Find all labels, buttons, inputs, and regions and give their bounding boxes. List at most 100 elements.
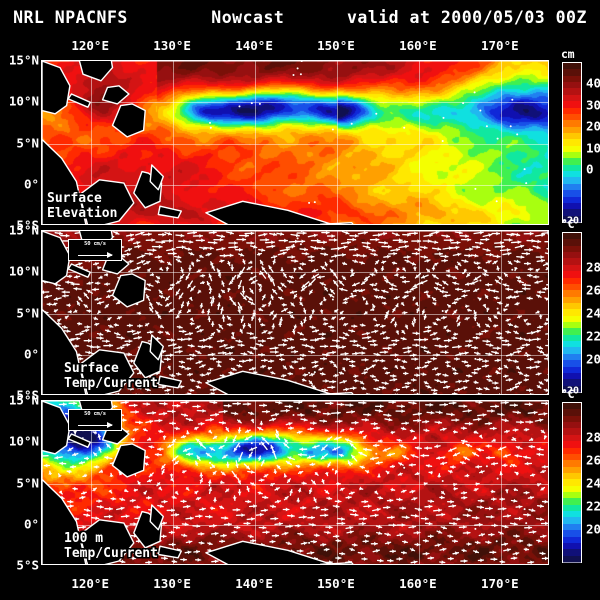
arrow-head-icon [217, 269, 221, 273]
arrow-head-icon [250, 316, 255, 321]
arrow-head-icon [493, 261, 498, 265]
current-arrow [188, 251, 195, 256]
current-arrow [136, 385, 142, 390]
arrow-head-icon [498, 331, 502, 336]
island-mariana-is [296, 407, 299, 410]
arrow-head-icon [75, 344, 79, 349]
island-caroline-is [375, 282, 378, 285]
current-arrow [521, 343, 530, 347]
current-arrow [195, 350, 202, 355]
arrow-head-icon [517, 315, 522, 319]
arrow-head-icon [210, 392, 215, 394]
island-admiralty [308, 201, 311, 204]
arrow-head-icon [92, 287, 96, 292]
arrow-head-icon [539, 325, 543, 330]
current-arrow [175, 258, 182, 263]
current-arrow [267, 273, 272, 283]
current-arrow [296, 239, 306, 244]
arrow-head-icon [240, 343, 244, 348]
current-arrow [166, 261, 172, 266]
arrow-head-icon [247, 323, 251, 328]
arrow-head-icon [516, 393, 517, 394]
arrow-head-icon [392, 307, 396, 312]
arrow-head-icon [423, 245, 428, 250]
current-arrow [408, 401, 417, 405]
colorbar-100m-temp: °C 28 26 24 22 20 [561, 387, 600, 563]
arrow-head-icon [190, 356, 194, 361]
arrow-head-icon [545, 388, 548, 392]
arrow-head-icon [202, 408, 206, 413]
current-arrow [351, 324, 358, 329]
arrow-head-icon [342, 276, 346, 280]
arrow-head-icon [371, 248, 376, 252]
lon-tick-label: 130°E [153, 38, 191, 53]
current-arrow [213, 237, 224, 242]
graticule-panel-0 [42, 61, 548, 224]
current-arrow [503, 238, 513, 242]
arrow-head-icon [370, 307, 375, 311]
arrow-head-icon [250, 231, 254, 236]
current-arrow [145, 238, 156, 242]
arrow-head-icon [289, 337, 294, 341]
arrow-head-icon [249, 331, 254, 336]
landmass-mindanao [111, 273, 146, 308]
current-arrow [309, 373, 315, 377]
arrow-head-icon [314, 246, 318, 250]
current-arrow [180, 266, 184, 274]
current-arrow [426, 293, 431, 299]
arrow-head-icon [535, 280, 539, 284]
lat-tick-label: 0° [23, 176, 39, 192]
current-arrow [341, 275, 347, 281]
arrow-head-icon [207, 316, 212, 320]
latitude-axis-panel-0: 15°N 10°N 5°N 0° 5°S [0, 53, 39, 233]
arrow-head-icon [293, 267, 297, 272]
arrow-head-icon [538, 345, 543, 350]
arrow-head-icon [547, 356, 548, 361]
arrow-head-icon [127, 248, 132, 252]
arrow-head-icon [429, 233, 433, 238]
current-arrow [401, 267, 407, 272]
arrow-head-icon [316, 238, 320, 243]
arrow-head-icon [536, 245, 540, 250]
arrow-head-icon [504, 374, 508, 379]
arrow-head-icon [210, 321, 215, 325]
landmass-borneo [79, 179, 135, 224]
arrow-head-icon [71, 282, 75, 286]
current-arrow [277, 285, 284, 292]
current-arrow [373, 295, 380, 299]
current-arrow [46, 302, 53, 307]
arrow-head-icon [407, 349, 412, 354]
arrow-head-icon [520, 244, 524, 249]
arrow-head-icon [201, 344, 205, 349]
arrow-head-icon [190, 388, 194, 393]
arrow-head-icon [474, 276, 478, 281]
current-arrow [189, 317, 194, 322]
arrow-head-icon [343, 300, 347, 305]
arrow-head-icon [303, 337, 307, 342]
current-arrow [211, 264, 216, 271]
arrow-head-icon [94, 262, 99, 266]
current-arrow [421, 364, 429, 369]
current-arrow [217, 293, 222, 299]
current-arrow [143, 377, 151, 382]
lon-tick-label: 140°E [235, 576, 273, 591]
current-arrow [184, 240, 194, 244]
current-arrow [448, 245, 460, 250]
current-arrow [524, 247, 534, 252]
current-arrow [485, 374, 492, 379]
current-arrow [280, 374, 287, 378]
arrow-head-icon [382, 331, 386, 335]
current-arrow [534, 280, 544, 284]
arrow-head-icon [491, 289, 496, 293]
current-arrow [320, 252, 329, 257]
arrow-head-icon [497, 358, 501, 363]
current-arrow [301, 281, 310, 289]
arrow-head-icon [237, 284, 242, 289]
arrow-head-icon [479, 241, 483, 246]
current-arrow [239, 328, 243, 334]
arrow-head-icon [301, 239, 305, 244]
current-arrow [310, 338, 319, 342]
arrow-head-icon [331, 316, 336, 321]
current-arrow [470, 280, 479, 285]
arrow-head-icon [434, 287, 439, 291]
